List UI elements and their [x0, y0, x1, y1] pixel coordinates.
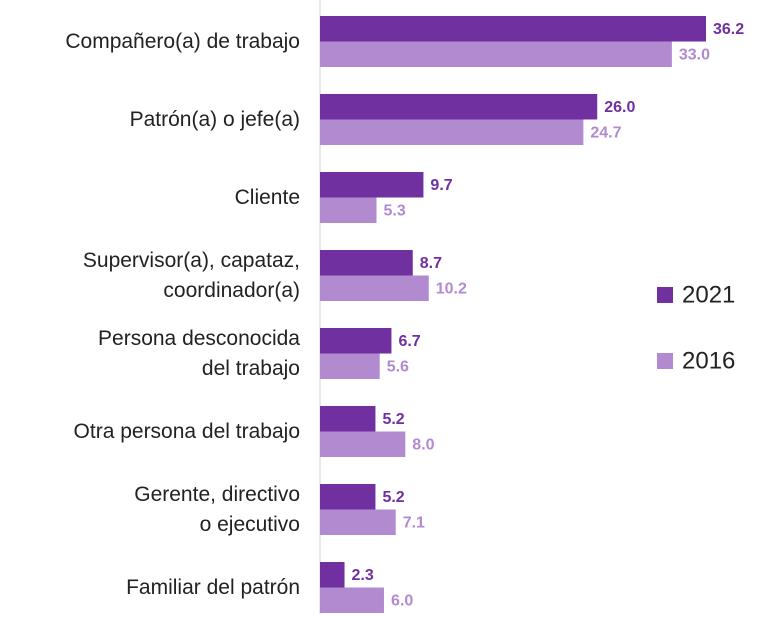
bar: [320, 41, 672, 67]
category-label: Familiar del patrón: [126, 575, 300, 599]
value-label: 5.2: [382, 489, 404, 506]
value-label: 33.0: [679, 46, 710, 63]
value-label: 36.2: [713, 21, 744, 38]
value-label: 6.7: [398, 333, 420, 350]
value-label: 26.0: [604, 99, 635, 116]
category-label: Otra persona del trabajo: [73, 419, 300, 443]
category-label: Persona desconocida del trabajo: [98, 326, 300, 380]
bar: [320, 484, 376, 510]
value-label: 5.3: [384, 202, 406, 219]
category-label: Compañero(a) de trabajo: [65, 29, 300, 53]
value-label: 10.2: [436, 280, 467, 297]
bar: [320, 275, 429, 301]
bar: [320, 119, 584, 145]
bar: [320, 16, 706, 42]
value-label: 5.6: [387, 358, 409, 375]
category-label: Patrón(a) o jefe(a): [129, 107, 300, 131]
value-label: 7.1: [403, 514, 425, 531]
bar: [320, 509, 396, 535]
bar: [320, 562, 345, 588]
value-label: 9.7: [430, 177, 452, 194]
bar: [320, 328, 392, 354]
value-label: 8.7: [420, 255, 442, 272]
category-label: Cliente: [234, 185, 300, 209]
value-label: 5.2: [382, 411, 404, 428]
legend-swatch: [657, 287, 673, 303]
legend-label: 2016: [682, 347, 735, 374]
bar: [320, 353, 380, 379]
bar: [320, 587, 384, 613]
bar: [320, 197, 377, 223]
bar: [320, 406, 376, 432]
category-label: Supervisor(a), capataz, coordinador(a): [82, 248, 300, 302]
value-label: 24.7: [590, 124, 621, 141]
bar: [320, 94, 598, 120]
category-label: Gerente, directivo o ejecutivo: [134, 482, 300, 536]
value-label: 2.3: [352, 567, 374, 584]
bar: [320, 172, 424, 198]
bar: [320, 431, 406, 457]
legend-label: 2021: [682, 281, 735, 308]
bar: [320, 250, 413, 276]
legend-swatch: [657, 353, 673, 369]
value-label: 8.0: [412, 436, 434, 453]
value-label: 6.0: [391, 592, 413, 609]
